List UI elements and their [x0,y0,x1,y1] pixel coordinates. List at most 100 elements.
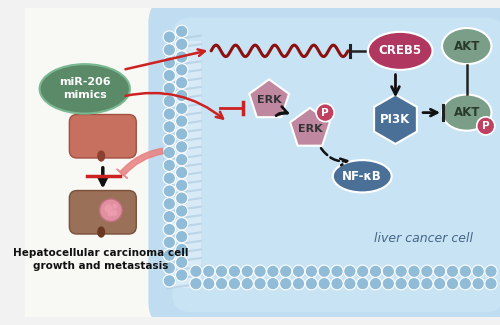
Circle shape [434,265,446,278]
FancyBboxPatch shape [172,18,500,312]
Circle shape [163,159,175,172]
Ellipse shape [74,196,99,214]
Circle shape [108,212,112,217]
Circle shape [176,179,188,191]
Circle shape [254,265,266,278]
Circle shape [176,76,188,89]
Circle shape [176,38,188,50]
Circle shape [420,265,433,278]
Circle shape [382,265,394,278]
Circle shape [163,236,175,249]
Circle shape [280,265,292,278]
Circle shape [163,82,175,95]
FancyBboxPatch shape [70,114,136,158]
Circle shape [446,265,458,278]
Text: liver cancer cell: liver cancer cell [374,232,474,245]
Circle shape [344,265,356,278]
Circle shape [163,223,175,236]
Text: AKT: AKT [454,106,480,119]
Circle shape [163,275,175,287]
Circle shape [163,134,175,146]
Circle shape [254,278,266,290]
Circle shape [395,265,407,278]
Circle shape [408,265,420,278]
Circle shape [459,278,471,290]
Circle shape [292,278,304,290]
FancyArrowPatch shape [117,148,163,178]
Circle shape [420,278,433,290]
Circle shape [395,278,407,290]
Text: AKT: AKT [454,40,480,53]
Text: NF-κB: NF-κB [342,170,382,183]
FancyBboxPatch shape [168,41,200,288]
Ellipse shape [106,197,128,212]
Circle shape [176,218,188,230]
FancyBboxPatch shape [148,0,500,325]
Circle shape [459,265,471,278]
Circle shape [266,265,279,278]
Circle shape [163,198,175,210]
Circle shape [485,265,497,278]
Text: CREB5: CREB5 [378,44,422,57]
Circle shape [305,278,318,290]
Ellipse shape [368,32,432,70]
Circle shape [163,95,175,107]
Circle shape [446,278,458,290]
Circle shape [190,278,202,290]
Circle shape [241,278,254,290]
Circle shape [176,128,188,140]
Circle shape [176,166,188,179]
Circle shape [216,278,228,290]
Text: P: P [322,108,329,118]
Circle shape [370,278,382,290]
Ellipse shape [442,95,492,131]
Circle shape [111,209,117,216]
Circle shape [176,153,188,166]
Text: Hepatocellular carcinoma cell
growth and metastasis: Hepatocellular carcinoma cell growth and… [13,248,188,271]
Ellipse shape [333,160,392,192]
Circle shape [176,89,188,102]
Circle shape [434,278,446,290]
Circle shape [163,31,175,43]
Circle shape [472,265,484,278]
Circle shape [216,265,228,278]
Circle shape [163,108,175,120]
Circle shape [176,141,188,153]
Circle shape [176,115,188,127]
Circle shape [382,278,394,290]
Circle shape [163,172,175,184]
Polygon shape [249,79,289,117]
Circle shape [163,57,175,69]
Ellipse shape [40,64,130,113]
Polygon shape [290,108,330,146]
Circle shape [100,199,122,222]
Circle shape [176,64,188,76]
Ellipse shape [106,121,128,136]
Circle shape [485,278,497,290]
Circle shape [472,278,484,290]
Circle shape [104,205,112,213]
Circle shape [163,146,175,159]
Circle shape [266,278,279,290]
Circle shape [316,104,334,122]
Circle shape [331,265,343,278]
Ellipse shape [442,28,492,64]
Circle shape [202,278,215,290]
Circle shape [318,278,330,290]
Circle shape [228,265,240,278]
Circle shape [176,192,188,204]
FancyBboxPatch shape [70,190,136,234]
Text: P: P [482,121,490,131]
Circle shape [228,278,240,290]
Text: miR-206
mimics: miR-206 mimics [59,77,110,100]
Circle shape [190,265,202,278]
Text: ERK: ERK [298,124,322,134]
Circle shape [408,278,420,290]
Circle shape [176,243,188,256]
Circle shape [163,121,175,133]
Circle shape [305,265,318,278]
Circle shape [176,51,188,63]
Circle shape [176,102,188,114]
Circle shape [176,230,188,243]
Circle shape [163,262,175,274]
